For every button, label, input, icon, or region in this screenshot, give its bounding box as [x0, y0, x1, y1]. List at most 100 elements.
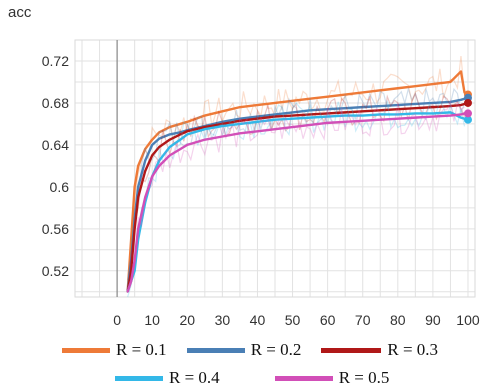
- y-tick-label: 0.72: [42, 53, 69, 69]
- series-point: [396, 108, 399, 111]
- series-point: [256, 117, 259, 120]
- series-point: [239, 132, 241, 135]
- legend-label: R = 0.3: [387, 340, 439, 359]
- legend-swatch: [62, 347, 110, 353]
- series-point: [431, 115, 434, 118]
- series-end-marker: [463, 98, 472, 107]
- series-point: [414, 107, 417, 110]
- legend-item: R = 0.3: [321, 340, 438, 360]
- y-tick-label: 0.64: [42, 137, 69, 153]
- series-point: [133, 185, 136, 188]
- x-tick-label: 60: [320, 312, 336, 328]
- series-point: [309, 113, 311, 116]
- series-point: [396, 113, 399, 116]
- chart-title: acc: [8, 4, 32, 21]
- series-raw-line: [127, 99, 465, 289]
- series-point: [396, 117, 399, 120]
- series-point: [133, 227, 136, 230]
- series-point: [221, 123, 224, 125]
- series-point: [414, 85, 417, 88]
- series-point: [130, 238, 133, 241]
- series-line: [126, 96, 469, 292]
- series-point: [309, 97, 311, 100]
- series-point: [431, 112, 434, 115]
- series-point: [186, 133, 189, 136]
- series-point: [151, 154, 154, 157]
- y-tick-label: 0.68: [42, 95, 69, 111]
- series-point: [460, 98, 462, 101]
- series-point: [361, 106, 364, 109]
- series-point: [144, 170, 147, 173]
- x-tick-label: 50: [285, 312, 301, 328]
- plot-frame: [74, 39, 476, 298]
- series-point: [221, 110, 224, 113]
- series-point: [291, 114, 294, 117]
- series-point: [168, 133, 171, 136]
- series-point: [130, 269, 133, 272]
- x-tick-label: 20: [179, 312, 195, 328]
- series-point: [168, 154, 171, 157]
- series-point: [379, 113, 382, 116]
- legend-swatch: [186, 347, 245, 353]
- series-point: [291, 126, 294, 128]
- x-tick-label: 10: [144, 312, 160, 328]
- legend-label: R = 0.4: [169, 368, 220, 387]
- series-point: [133, 269, 136, 272]
- series-point: [179, 138, 182, 141]
- series-point: [151, 143, 154, 146]
- series-point: [326, 108, 329, 111]
- series-point: [291, 117, 294, 120]
- series-point: [158, 131, 161, 134]
- series-point: [203, 138, 206, 141]
- series-point: [137, 227, 140, 230]
- series-point: [326, 115, 329, 118]
- series-point: [239, 123, 241, 125]
- series-point: [326, 95, 329, 98]
- series-line: [126, 70, 469, 292]
- series-point: [449, 100, 452, 103]
- series-point: [460, 70, 462, 73]
- series-point: [414, 103, 417, 105]
- legend-item: R = 0.2: [186, 340, 301, 360]
- series-point: [179, 133, 182, 136]
- series-point: [239, 117, 241, 120]
- series-point: [203, 114, 206, 117]
- series-end-marker: [463, 115, 472, 124]
- series-line: [126, 112, 468, 293]
- series-point: [221, 135, 224, 138]
- series-point: [151, 138, 154, 141]
- series-point: [431, 106, 434, 109]
- series-point: [239, 119, 241, 122]
- series-point: [460, 116, 462, 119]
- x-tick-label: 40: [250, 312, 266, 328]
- series-point: [168, 146, 171, 148]
- series-point: [309, 109, 311, 112]
- series-point: [144, 148, 147, 150]
- series-point: [326, 112, 329, 115]
- x-tick-label: 30: [215, 312, 231, 328]
- legend-row: R = 0.4 R = 0.5: [115, 368, 389, 388]
- series-point: [274, 128, 276, 131]
- series-point: [449, 105, 452, 107]
- series-point: [431, 102, 434, 104]
- series-point: [344, 120, 347, 123]
- series-point: [379, 89, 382, 92]
- series-point: [449, 114, 452, 117]
- series-point: [133, 259, 136, 262]
- series-point: [144, 196, 147, 199]
- series-point: [361, 119, 364, 122]
- series-point: [151, 175, 154, 178]
- series-point: [449, 111, 452, 114]
- series-point: [274, 118, 276, 121]
- legend-item: R = 0.4: [115, 368, 220, 388]
- series-point: [361, 110, 364, 113]
- series-point: [379, 118, 382, 121]
- x-tick-label: 70: [355, 312, 371, 328]
- y-tick-label: 0.56: [42, 221, 69, 237]
- series-point: [274, 115, 276, 118]
- legend-row: R = 0.1 R = 0.2 R = 0.3: [62, 340, 438, 360]
- series-point: [158, 164, 161, 167]
- series-point: [256, 104, 259, 106]
- x-tick-label: 0: [113, 312, 121, 328]
